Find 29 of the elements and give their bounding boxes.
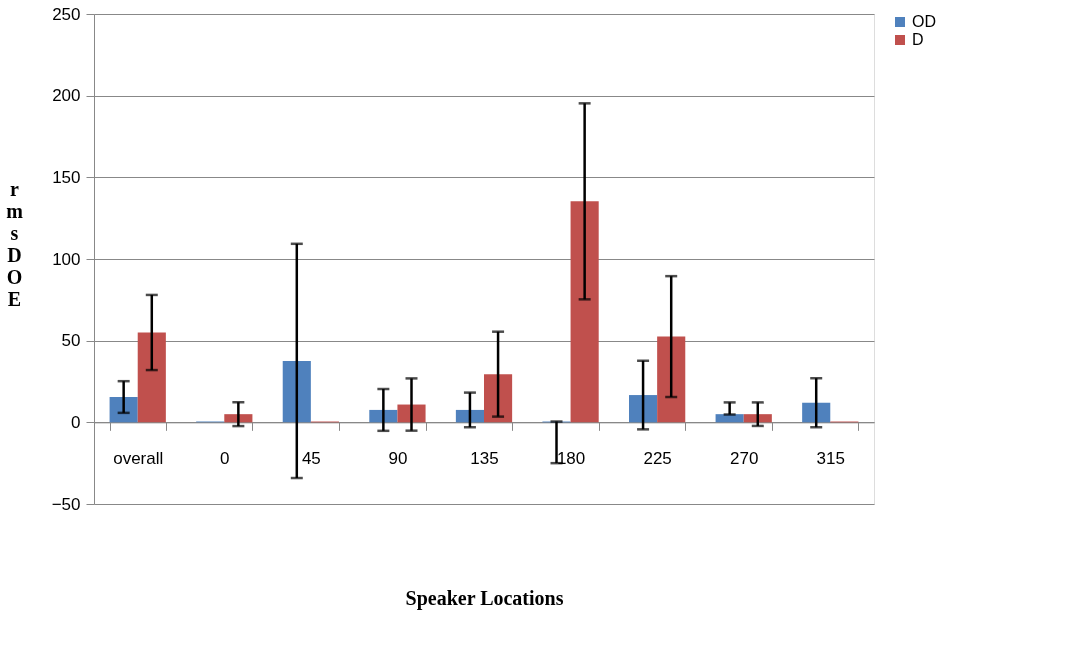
x-axis-title: Speaker Locations — [405, 586, 564, 610]
bar — [109, 397, 138, 423]
x-tick-label: 225 — [643, 448, 672, 468]
x-tick-label: 135 — [470, 448, 499, 468]
bar — [282, 360, 311, 423]
y-tick-label: 150 — [52, 167, 81, 187]
bar — [657, 336, 686, 423]
x-tick-label: overall — [113, 448, 164, 468]
bar — [629, 395, 658, 423]
y-tick-label: 200 — [52, 86, 81, 106]
y-tick-label: 100 — [52, 249, 81, 269]
y-tick-label: −50 — [51, 494, 81, 514]
x-tick-label: 45 — [301, 448, 321, 468]
x-tick-label: 0 — [220, 448, 230, 468]
bar — [484, 374, 513, 423]
y-tick-label: 50 — [61, 331, 81, 351]
bar — [570, 201, 599, 423]
x-tick-label: 90 — [388, 448, 408, 468]
y-tick-label: 250 — [52, 4, 81, 24]
x-tick-label: 270 — [730, 448, 759, 468]
legend-label: OD — [912, 13, 936, 30]
x-tick-label: 315 — [816, 448, 845, 468]
bar — [137, 332, 166, 423]
legend-label: D — [912, 31, 924, 48]
y-axis-title: rms DOE — [6, 177, 24, 310]
y-tick-label: 0 — [71, 412, 81, 432]
bar — [743, 414, 772, 423]
x-tick-label: 180 — [556, 448, 586, 468]
bar — [802, 402, 831, 423]
